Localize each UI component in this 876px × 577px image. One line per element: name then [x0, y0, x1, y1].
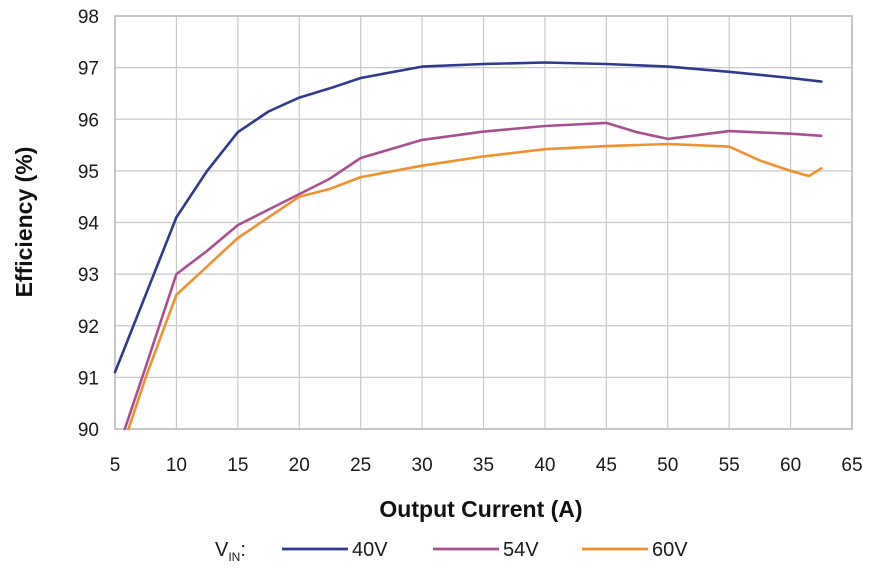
y-tick-label: 98 — [78, 7, 99, 28]
x-tick-label: 60 — [780, 455, 801, 476]
x-tick-label: 20 — [289, 455, 310, 476]
y-tick-label: 90 — [78, 420, 99, 441]
legend-prefix: VIN: — [215, 539, 246, 564]
x-tick-label: 5 — [110, 455, 121, 476]
x-tick-label: 40 — [534, 455, 555, 476]
x-tick-label: 55 — [719, 455, 740, 476]
x-tick-labels: 5 10 15 20 25 30 35 40 45 50 55 60 65 — [110, 455, 863, 476]
x-tick-label: 25 — [350, 455, 371, 476]
legend-label-40v: 40V — [352, 539, 388, 561]
series-line-40v — [113, 61, 823, 374]
x-tick-label: 10 — [166, 455, 187, 476]
legend-items: 40V 54V 60V — [282, 539, 688, 561]
series-line-54v — [123, 121, 823, 431]
x-tick-label: 45 — [596, 455, 617, 476]
x-tick-label: 50 — [657, 455, 678, 476]
y-tick-label: 91 — [78, 368, 99, 389]
plot-frame — [114, 15, 853, 430]
legend-label-60v: 60V — [652, 539, 688, 561]
y-axis-title: Efficiency (%) — [11, 147, 37, 298]
y-tick-label: 93 — [78, 265, 99, 286]
series-lines — [113, 61, 823, 431]
plot-border — [114, 15, 853, 430]
legend: VIN: 40V 54V 60V — [215, 539, 688, 564]
x-axis-title: Output Current (A) — [379, 496, 582, 522]
legend-label-54v: 54V — [503, 539, 539, 561]
y-tick-label: 92 — [78, 317, 99, 338]
y-tick-label: 97 — [78, 59, 99, 80]
y-tick-label: 95 — [78, 162, 99, 183]
y-tick-label: 94 — [78, 214, 100, 235]
y-tick-label: 96 — [78, 110, 99, 131]
y-tick-labels: 90 91 92 93 94 95 96 97 98 — [78, 7, 100, 441]
x-tick-label: 30 — [412, 455, 433, 476]
x-tick-label: 65 — [841, 455, 862, 476]
series-line-60v — [127, 142, 823, 431]
grid — [114, 15, 853, 430]
x-tick-label: 15 — [227, 455, 248, 476]
x-tick-label: 35 — [473, 455, 494, 476]
